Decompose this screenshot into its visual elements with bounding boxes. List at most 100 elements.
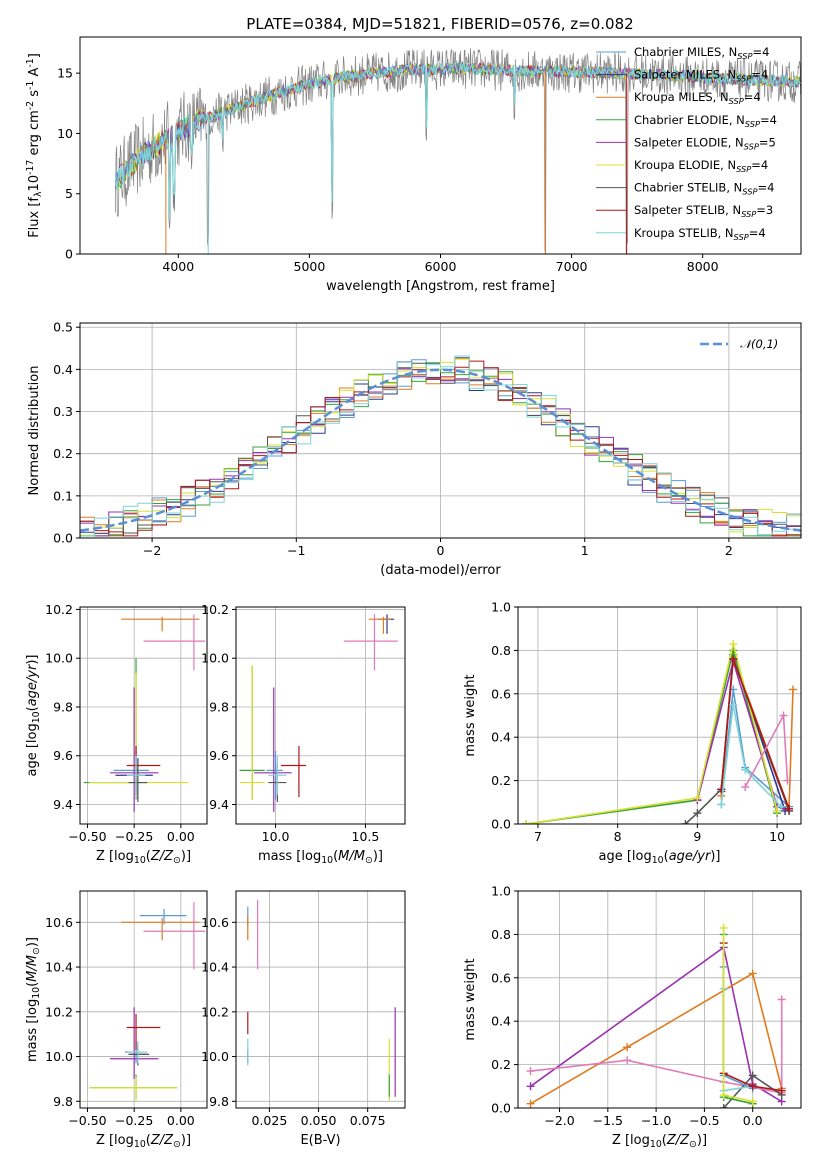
panel-mass-vs-EBV: 0.025 0.050 0.075 9.8 10.0 10.2 10.4 10.6 E(B-V) [201,890,406,1148]
x-tick-label: 7 [534,829,542,844]
x-tick-label: −0.5 [689,1113,719,1128]
x-tick-label: 1 [581,543,589,558]
y-tick-label: 0.2 [53,446,73,461]
y-axis-label: mass weight [463,958,478,1040]
weight-marker [789,685,798,694]
y-axis-label: mass [log10​(M/M⊙​)] [25,937,42,1062]
y-tick-label: 0.8 [491,927,511,942]
weight-marker [719,923,728,932]
weight-marker [741,783,750,792]
legend-entry: 𝒩(0,1) [740,337,778,351]
x-axis-label: Z [log10​(Z/Z⊙​)] [612,1133,707,1150]
y-tick-label: 9.4 [209,797,229,812]
x-tick-label: 0.00 [167,829,195,844]
histogram-step [80,355,801,537]
x-tick-label: 6000 [425,259,457,274]
y-axis-label: Flux [fλ​10-17​ erg cm-2​ s-1​ A-1​] [25,53,44,238]
x-tick-label: 0.0 [743,1113,763,1128]
panel-mass-vs-Z: −0.50 −0.25 0.00 9.8 10.0 10.2 10.4 10.6 Z [log1… [25,890,208,1150]
panel-spectrum: 4000 5000 6000 7000 8000 0 5 10 15 wavelength [An… [25,36,802,294]
y-tick-label: 0.4 [491,1014,511,1029]
x-tick-label: −1.0 [641,1113,671,1128]
y-tick-label: 9.8 [53,699,73,714]
y-tick-label: 10.0 [201,1049,229,1064]
x-tick-label: −0.25 [115,829,153,844]
y-tick-label: 0.0 [491,1101,511,1116]
weight-marker [719,1104,728,1108]
legend-entry: Chabrier STELIB, NSSP=4 [634,181,774,197]
x-tick-label: −1 [287,543,305,558]
weight-marker [777,802,786,811]
histogram-step [80,360,801,537]
y-tick-label: 15 [57,66,73,81]
weight-marker [719,1090,728,1099]
panel-age-vs-mass: 10.0 10.5 9.4 9.6 9.8 10.0 10.2 mass [log10​(M/… [201,602,406,866]
panel-massweight-vs-age: 7 8 9 10 0.0 0.2 0.4 0.6 0.8 1.0 age [log10​(age/y… [463,600,802,866]
y-tick-label: 0.2 [491,1057,511,1072]
panel-massweight-vs-Z: −2.0 −1.5 −1.0 −0.5 0.0 0.0 0.2 0.4 0.6 0.8 1.0 Z [… [463,884,802,1150]
weight-marker [783,776,792,785]
legend-entry: Chabrier ELODIE, NSSP=4 [634,113,777,129]
plot-area [83,614,206,812]
legend-entry: Kroupa MILES, NSSP=4 [634,90,761,106]
y-tick-label: 9.6 [53,748,73,763]
weight-line [530,972,783,1105]
x-axis-label: (data-model)/error [380,563,501,578]
histogram-step [80,362,801,537]
weight-marker [526,1067,535,1076]
y-tick-label: 9.8 [53,1094,73,1109]
y-axis-label: mass weight [463,674,478,756]
x-tick-label: 9 [693,829,701,844]
y-tick-label: 9.6 [209,748,229,763]
axes-frame [517,890,802,1109]
weight-line [696,658,790,812]
weight-marker [748,1082,757,1091]
weight-marker [773,806,782,815]
weight-marker [777,995,786,1004]
plot-area [521,639,798,824]
weight-marker [693,793,702,802]
weight-marker [729,655,738,664]
x-tick-label: −2 [143,543,161,558]
x-tick-label: 8 [614,829,622,844]
weight-marker [748,969,757,978]
y-tick-label: 0.0 [491,817,511,832]
y-tick-label: 10.6 [201,915,229,930]
weight-marker [623,1043,632,1052]
y-tick-label: 9.8 [209,1094,229,1109]
weight-marker [526,1082,535,1091]
weight-line [722,967,754,1090]
weight-marker [729,700,738,709]
plot-area [80,355,801,537]
weight-line [530,946,783,1103]
plot-area [239,614,398,812]
figure-title: PLATE=0384, MJD=51821, FIBERID=0576, z=0… [246,15,633,33]
legend-entry: Salpeter STELIB, NSSP=3 [634,203,773,219]
x-tick-label: 0.025 [252,1113,288,1128]
y-axis-label: Normed distribution [27,366,42,496]
weight-marker [717,800,726,809]
y-tick-label: 1.0 [491,600,511,615]
x-tick-label: −0.50 [68,829,106,844]
weight-marker [623,1056,632,1065]
y-tick-label: 10.0 [201,651,229,666]
legend-entry: Salpeter ELODIE, NSSP=5 [634,135,776,151]
x-axis-label: age [log10​(age/yr)] [598,849,720,866]
x-axis-label: Z [log10​(Z/Z⊙​)] [96,849,191,866]
x-tick-label: 7000 [556,259,588,274]
panel-residual-histogram: −2 −1 0 1 2 0.0 0.1 0.2 0.3 0.4 0.5 (data-model)/er… [27,320,802,578]
plot-area [526,923,786,1108]
weight-marker [785,804,794,813]
x-tick-label: 10.5 [352,829,380,844]
histogram-step [80,362,801,534]
x-tick-label: 0 [437,543,445,558]
legend: Chabrier MILES, NSSP=4 Salpeter MILES, NS… [596,45,777,242]
y-tick-label: 0.4 [491,730,511,745]
y-tick-label: 0.5 [53,320,73,335]
x-axis-label: mass [log10​(M/M⊙​)] [258,849,383,866]
x-tick-label: 0.00 [167,1113,195,1128]
x-axis-label: wavelength [Angstrom, rest frame] [326,279,555,294]
y-axis-label: age [log10​(age/yr)] [25,654,42,776]
y-tick-label: 9.8 [209,699,229,714]
y-tick-label: 0.4 [53,362,73,377]
